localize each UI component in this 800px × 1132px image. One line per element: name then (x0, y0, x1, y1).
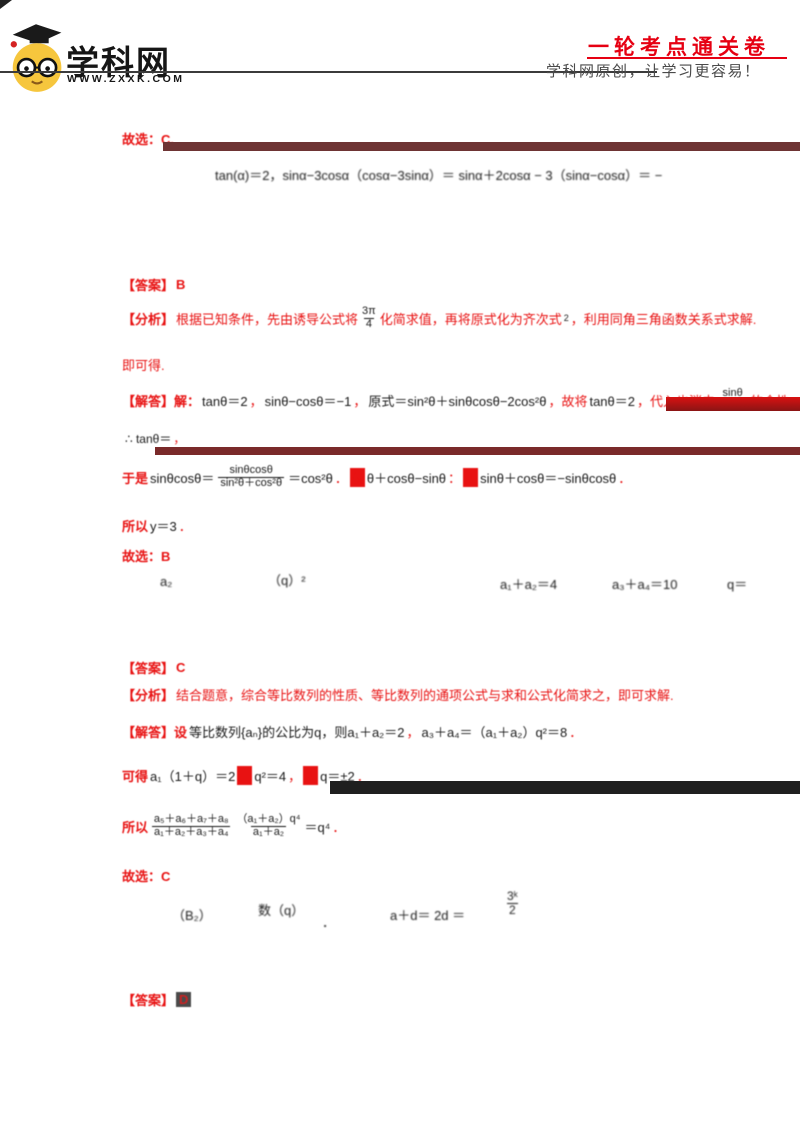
analysis-text: 根据已知条件，先由诱导公式将 (176, 311, 359, 327)
redaction-bar-black (330, 781, 800, 794)
math-term: q＝ (727, 577, 748, 592)
fraction-denominator: a₁＋a₂＋a₃＋a₄ (152, 825, 231, 838)
redaction-bar-maroon-2 (155, 447, 800, 455)
red-period: ． (334, 470, 348, 486)
banner-subtitle: 学科网原创，让学习更容易！ (546, 63, 761, 80)
page-corner-artifact (0, 0, 12, 9)
math-expression: ∴ tanθ＝ (125, 432, 172, 446)
red-text: 所以 (122, 519, 149, 534)
math-expression: y＝3 (150, 519, 177, 534)
fraction-denominator: 2 (507, 902, 518, 917)
red-text: 所以 (122, 819, 149, 835)
red-comma: ， (173, 432, 186, 446)
choose-answer-c2: 故选：C (122, 869, 171, 884)
fraction-numerator: sinθcosθ (229, 464, 273, 476)
math-term: a＋d＝ 2d ＝ (390, 908, 466, 923)
math-term: a₁＋a₂＝4 (500, 577, 558, 592)
fraction-numerator: sinθ (722, 387, 743, 399)
answer-tag: 【答案】 (122, 278, 175, 293)
smile-icon (31, 80, 44, 85)
answer-tag: 【答案】 (122, 993, 175, 1008)
fraction-numerator: （a₁＋a₂）q⁴ (236, 813, 301, 825)
red-comma: ， (288, 769, 302, 784)
red-period: ． (178, 519, 192, 534)
note-text: 即可得. (122, 358, 165, 373)
banner-title-underline (587, 57, 787, 59)
inline-fraction: （a₁＋a₂）q⁴ a₁＋a₂ (236, 813, 301, 838)
fraction-denominator: a₁＋a₂ (250, 825, 287, 838)
analysis-text: 化简求值，再将原式化为齐次式 (379, 311, 562, 327)
banner-title: 一轮考点通关卷 (588, 36, 770, 59)
red-highlight-box: 即 (463, 467, 479, 487)
math-term: a₂ (160, 574, 173, 589)
analysis-tag: 【分析】 (122, 688, 175, 703)
analysis-tag: 【分析】 (122, 311, 175, 327)
inline-fraction: 3π 4 (362, 305, 376, 330)
red-period: ． (618, 470, 632, 486)
answer-value-highlighted: D (176, 992, 192, 1007)
fraction-numerator: a₅＋a₆＋a₇＋a₈ (153, 813, 229, 825)
red-comma: ， (406, 725, 420, 740)
math-expression: 等比数列{aₙ}的公比为q，则a₁＋a₂＝2 (189, 725, 405, 740)
answer-value: B (176, 277, 186, 292)
math-expression: ＝cos²θ (288, 470, 333, 486)
red-text: 可得 (122, 769, 149, 784)
math-expression: tanθ＝2 (202, 393, 248, 409)
header-divider (0, 71, 657, 73)
red-period: ． (356, 769, 370, 784)
inline-fraction: a₅＋a₆＋a₇＋a₈ a₁＋a₂＋a₃＋a₄ (152, 813, 231, 838)
red-period: ． (332, 819, 346, 835)
math-expression: a₁（1＋q）＝2 (150, 769, 236, 784)
red-comma: ， (249, 393, 263, 409)
cap-tassel-icon (10, 41, 17, 48)
red-text: 于是 (122, 470, 149, 486)
math-expression: sinθcosθ＝ (150, 470, 215, 486)
logo-face-icon (10, 24, 62, 92)
exponent: 2 (563, 313, 569, 324)
math-term: a₃＋a₄＝10 (612, 577, 678, 592)
graduation-cap-icon (12, 24, 62, 44)
fraction-numerator: 3ᵏ (507, 889, 518, 903)
math-expression: ＝q⁴ (304, 819, 331, 835)
fraction-denominator: sin²θ＋cos²θ (218, 476, 285, 489)
red-period: ． (569, 725, 583, 740)
redaction-bar-maroon-1 (163, 142, 800, 151)
red-text: ，故将 (548, 393, 588, 409)
math-expression: tanθ＝2 (589, 393, 635, 409)
math-expression: q²＝4 (254, 769, 287, 784)
math-term: ． (322, 915, 336, 930)
math-term: （B₂） (172, 908, 212, 923)
inline-fraction: sinθcosθ sin²θ＋cos²θ (218, 464, 285, 489)
answer-value: C (176, 660, 186, 675)
analysis-text: ，利用同角三角函数关系式求解. (570, 311, 757, 327)
choose-answer-c1: 故选：C. (122, 132, 175, 147)
solution-tag: 【解答】解： (122, 393, 201, 409)
analysis-text: 结合题意，综合等比数列的性质、等比数列的通项公式与求和公式化简求之，即可求解. (176, 688, 674, 703)
answer-tag: 【答案】 (122, 661, 175, 676)
math-expression: a₃＋a₄＝（a₁＋a₂）q²＝8 (421, 725, 568, 740)
red-highlight-box: 即 (303, 766, 319, 785)
inline-fraction: 3ᵏ 2 (505, 890, 520, 916)
fraction-denominator: 4 (363, 317, 374, 330)
math-expression: sinθ−cosθ＝−1 (264, 393, 352, 409)
redaction-bar-red (666, 397, 800, 411)
red-highlight-box: 仅 (349, 467, 365, 487)
math-expression: θ＋cosθ−sinθ (366, 470, 447, 486)
brand-url: WWW.ZXXK.COM (67, 73, 185, 85)
formula-line-1: tan(α)＝2，sinα−3cosα（cosα−3sinα）＝ sinα＋2c… (215, 168, 663, 183)
red-highlight-box: ， (237, 766, 253, 785)
red-colon: ： (448, 470, 462, 486)
math-term: 数（q） (258, 903, 305, 918)
math-term: （q）² (268, 573, 306, 588)
math-expression: q＝±2 (320, 769, 355, 784)
choose-answer-b: 故选：B (122, 549, 171, 564)
zxxk-logo-icon (8, 20, 64, 94)
red-comma: ， (353, 393, 367, 409)
math-expression: 原式＝sin²θ＋sinθcosθ−2cos²θ (368, 393, 547, 409)
math-expression: sinθ＋cosθ＝−sinθcosθ (480, 470, 617, 486)
brand-title: 学科网 (66, 44, 171, 81)
solution-tag: 【解答】设 (122, 725, 188, 740)
fraction-numerator: 3π (362, 305, 376, 317)
